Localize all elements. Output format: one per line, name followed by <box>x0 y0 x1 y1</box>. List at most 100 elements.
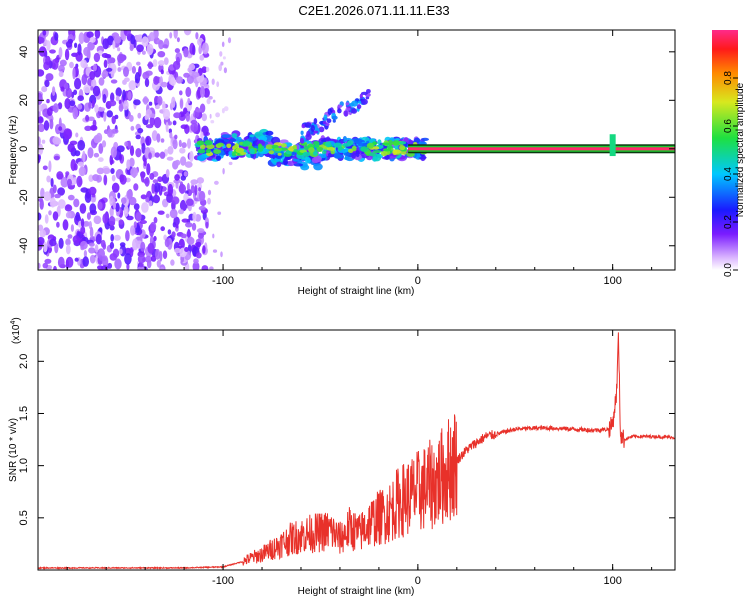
branch-cell <box>327 108 332 116</box>
band-cell <box>384 154 390 160</box>
branch-cell <box>359 93 363 99</box>
noise-cell <box>65 87 73 99</box>
noise-cell <box>79 203 87 214</box>
noise-cell <box>49 49 56 54</box>
snr-ytick-label: 0.5 <box>18 510 30 525</box>
noise-cell <box>87 147 94 159</box>
noise-cell <box>72 67 76 80</box>
band-cell <box>392 149 402 154</box>
band-cell <box>231 152 236 157</box>
noise-cell <box>110 79 118 84</box>
band-cell <box>302 151 311 157</box>
noise-cell <box>120 30 125 41</box>
noise-cell <box>107 128 113 138</box>
noise-cell <box>90 124 98 131</box>
noise-cell <box>58 47 63 59</box>
band-cell <box>369 152 377 157</box>
noise-cell <box>101 140 107 148</box>
colorbar-label: Normalized spectral amplitude <box>735 82 746 217</box>
snr-xtick-label: 0 <box>415 575 421 587</box>
branch-cell <box>300 130 304 135</box>
noise-cell <box>109 154 114 166</box>
noise-cell <box>38 116 44 124</box>
noise-cell <box>58 126 63 131</box>
noise-cell <box>131 66 136 74</box>
noise-cell <box>56 221 60 228</box>
noise-cell <box>195 252 202 259</box>
noise-cell <box>158 40 165 50</box>
spectrogram-axes: -100 0 100 -40 -20 0 20 40 <box>18 30 675 287</box>
noise-cell <box>41 139 46 144</box>
noise-cell <box>118 219 124 225</box>
noise-cell <box>186 189 193 197</box>
noise-cell <box>185 86 192 98</box>
noise-cell <box>139 262 144 268</box>
noise-cell <box>126 263 130 270</box>
noise-cell <box>65 41 73 48</box>
noise-cell <box>173 112 182 119</box>
noise-cell <box>148 200 153 207</box>
noise-cell <box>41 86 48 93</box>
noise-cell <box>113 201 116 210</box>
noise-cell <box>116 145 125 153</box>
noise-cell <box>46 175 51 183</box>
noise-cell <box>108 216 116 226</box>
noise-cell <box>169 132 173 139</box>
band-cell <box>273 147 283 152</box>
noise-cell <box>46 40 51 51</box>
band-cell <box>249 134 255 138</box>
band-cell <box>268 150 275 155</box>
noise-cell <box>192 261 200 270</box>
noise-cell <box>228 161 233 166</box>
noise-cell <box>187 97 191 104</box>
noise-cell <box>157 95 163 106</box>
noise-cell <box>91 197 95 203</box>
noise-cell <box>74 257 79 262</box>
band-cell <box>313 163 323 171</box>
noise-cell <box>196 183 203 190</box>
noise-cell <box>64 98 71 110</box>
noise-cell <box>207 197 211 205</box>
spectrogram-ytick-label: -40 <box>18 238 30 254</box>
noise-cell <box>67 234 73 239</box>
noise-cell <box>171 196 180 205</box>
band-cell <box>265 130 274 136</box>
noise-cell <box>165 121 169 133</box>
snr-multiplier-close: ) <box>11 317 22 320</box>
band-cell <box>351 152 356 159</box>
noise-cell <box>72 235 81 244</box>
noise-cell <box>44 214 49 224</box>
band-cell <box>200 144 206 150</box>
band-cell <box>399 141 407 145</box>
noise-cell <box>117 53 125 64</box>
noise-cell <box>96 167 105 175</box>
noise-cell <box>127 91 132 100</box>
noise-cell <box>80 240 88 250</box>
noise-cell <box>101 71 108 78</box>
noise-cell <box>124 141 129 147</box>
spectrogram-frame <box>37 29 676 271</box>
noise-cell <box>98 77 105 86</box>
noise-cell <box>57 102 63 110</box>
noise-cell <box>84 125 92 131</box>
band-cell <box>217 142 225 147</box>
spectrogram-xtick-label: -100 <box>212 275 234 287</box>
snr-xtick-label: -100 <box>212 575 234 587</box>
noise-cell <box>119 174 127 185</box>
noise-cell <box>109 241 115 250</box>
noise-cell <box>128 196 137 206</box>
snr-ylabel: SNR (10 * v/v) <box>8 418 19 482</box>
band-cell <box>383 148 392 152</box>
noise-cell <box>137 112 142 119</box>
noise-cell <box>210 120 215 124</box>
noise-cell <box>153 216 158 224</box>
noise-cell <box>53 265 57 270</box>
noise-cell <box>172 60 181 70</box>
noise-cell <box>87 116 95 122</box>
noise-cell <box>58 237 64 249</box>
noise-cell <box>160 267 165 270</box>
noise-cell <box>38 136 41 146</box>
noise-cell <box>144 114 149 121</box>
band-cell <box>205 148 211 154</box>
noise-cell <box>178 139 182 148</box>
